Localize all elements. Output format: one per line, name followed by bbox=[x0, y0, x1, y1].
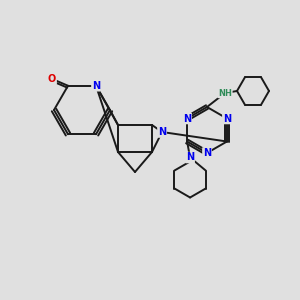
Text: N: N bbox=[92, 81, 100, 91]
Text: N: N bbox=[223, 113, 231, 124]
Text: N: N bbox=[203, 148, 211, 158]
Text: N: N bbox=[186, 152, 194, 163]
Text: N: N bbox=[158, 127, 166, 137]
Text: NH: NH bbox=[218, 88, 232, 98]
Text: O: O bbox=[48, 74, 56, 84]
Text: N: N bbox=[183, 113, 191, 124]
